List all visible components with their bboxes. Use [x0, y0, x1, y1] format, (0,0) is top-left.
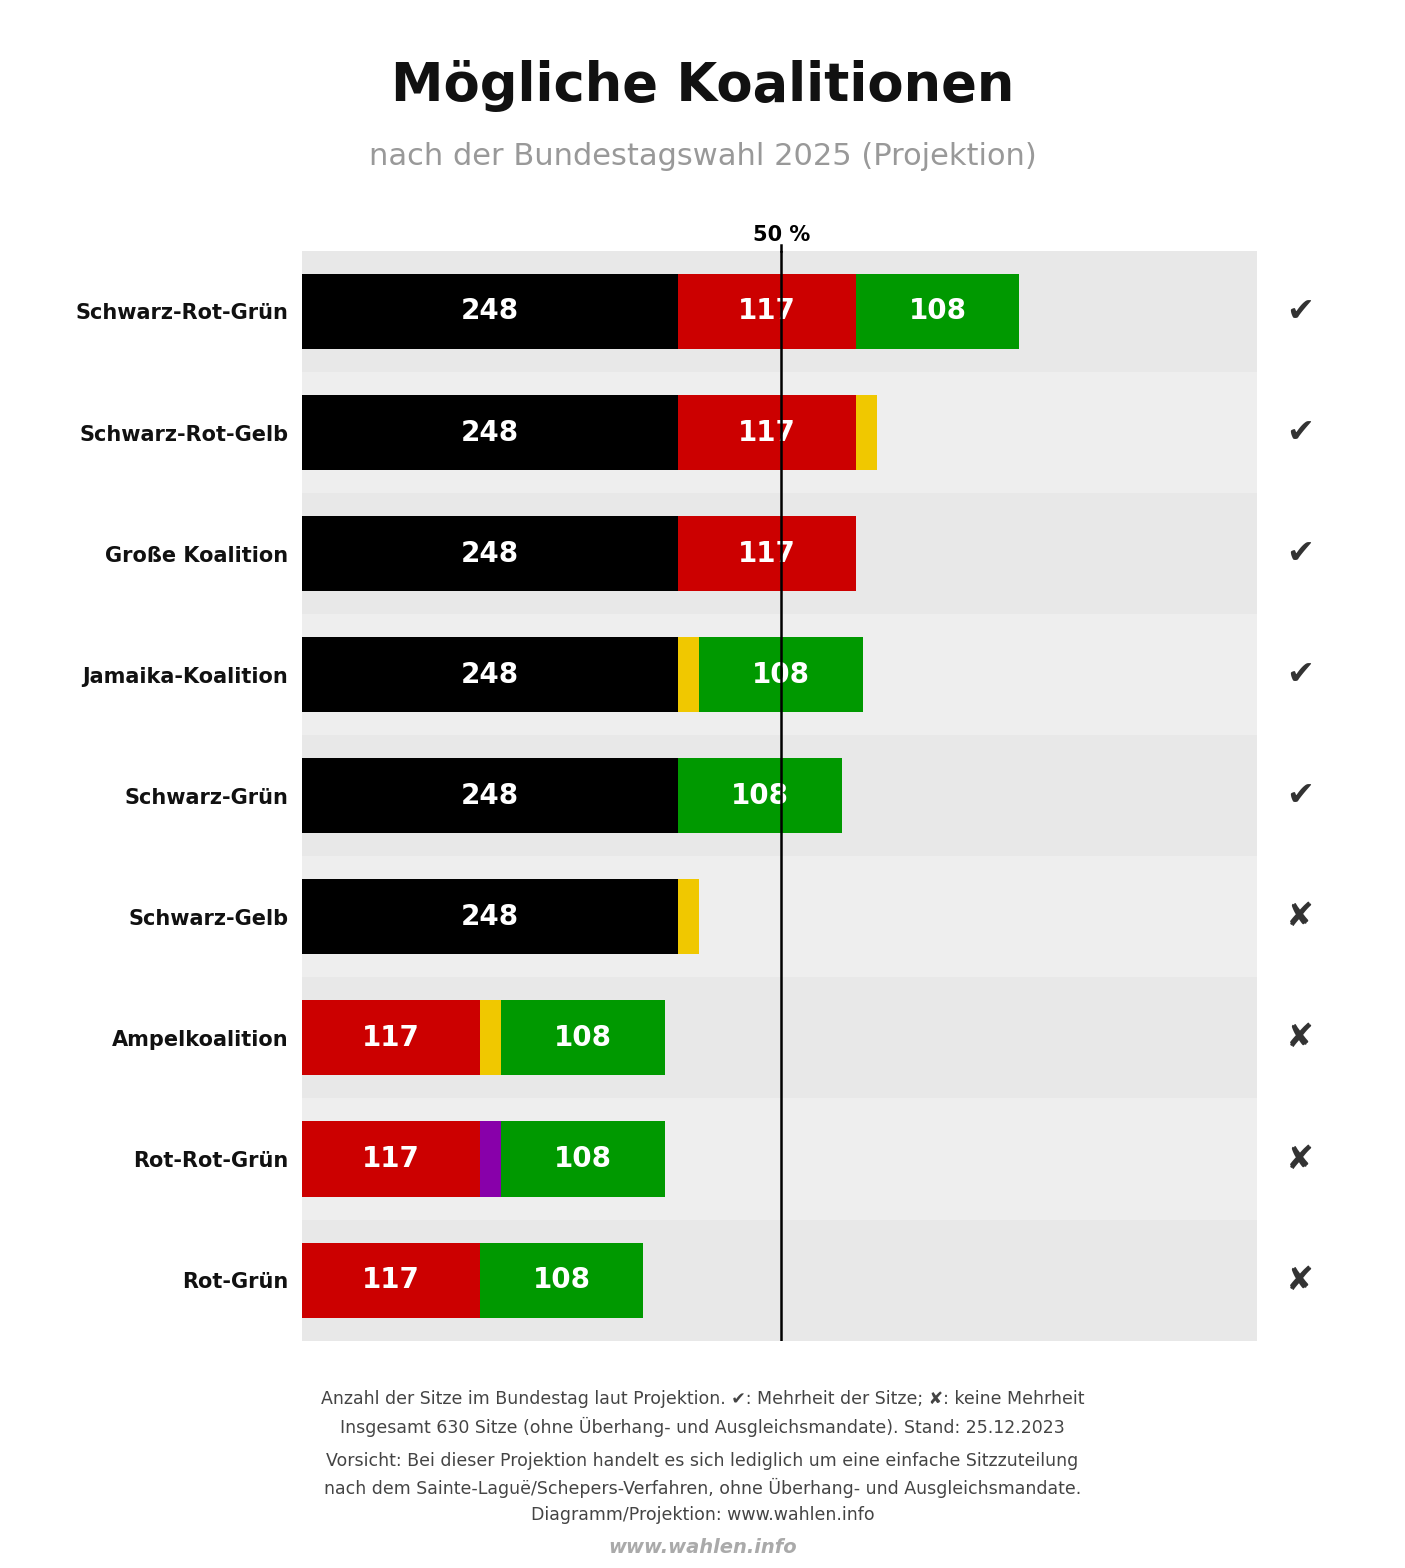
- Bar: [302, 1242, 479, 1317]
- Text: 108: 108: [554, 1024, 611, 1052]
- Text: 108: 108: [752, 660, 811, 688]
- Bar: [302, 372, 1257, 492]
- Bar: [302, 977, 1257, 1099]
- Text: 108: 108: [909, 298, 967, 326]
- Text: 248: 248: [461, 903, 520, 931]
- Bar: [302, 1000, 479, 1076]
- Bar: [302, 759, 679, 833]
- Bar: [302, 492, 1257, 615]
- Text: 248: 248: [461, 660, 520, 688]
- Text: Diagramm/Projektion: www.wahlen.info: Diagramm/Projektion: www.wahlen.info: [531, 1505, 874, 1524]
- Text: 117: 117: [738, 419, 795, 447]
- Text: 108: 108: [532, 1265, 590, 1294]
- Bar: [479, 1000, 500, 1076]
- Text: 50 %: 50 %: [753, 224, 809, 245]
- Bar: [302, 395, 679, 470]
- Text: 0: 0: [483, 1149, 497, 1170]
- Text: ✘: ✘: [1286, 900, 1314, 933]
- Bar: [679, 880, 700, 955]
- Bar: [302, 251, 1257, 372]
- Text: ✘: ✘: [1286, 1143, 1314, 1176]
- Text: 117: 117: [738, 298, 795, 326]
- Text: 248: 248: [461, 419, 520, 447]
- Text: 117: 117: [362, 1265, 420, 1294]
- Text: 117: 117: [738, 539, 795, 568]
- Text: 248: 248: [461, 782, 520, 809]
- Bar: [500, 1121, 665, 1196]
- Text: nach dem Sainte-Laguë/Schepers-Verfahren, ohne Überhang- und Ausgleichsmandate.: nach dem Sainte-Laguë/Schepers-Verfahren…: [325, 1479, 1080, 1497]
- Text: ✔: ✔: [1286, 538, 1314, 571]
- Bar: [302, 1220, 1257, 1341]
- Bar: [679, 516, 856, 591]
- Bar: [302, 516, 679, 591]
- Bar: [302, 274, 679, 350]
- Bar: [856, 274, 1020, 350]
- Text: 0: 0: [681, 665, 695, 685]
- Text: Mögliche Koalitionen: Mögliche Koalitionen: [391, 60, 1014, 113]
- Bar: [500, 1000, 665, 1076]
- Bar: [700, 637, 863, 712]
- Bar: [479, 1121, 500, 1196]
- Text: Insgesamt 630 Sitze (ohne Überhang- und Ausgleichsmandate). Stand: 25.12.2023: Insgesamt 630 Sitze (ohne Überhang- und …: [340, 1417, 1065, 1436]
- Text: ✘: ✘: [1286, 1021, 1314, 1054]
- Bar: [679, 395, 856, 470]
- Bar: [856, 395, 877, 470]
- Text: 0: 0: [858, 422, 874, 442]
- Text: 117: 117: [362, 1024, 420, 1052]
- Text: ✔: ✔: [1286, 416, 1314, 448]
- Text: 0: 0: [483, 1029, 497, 1047]
- Text: 0: 0: [681, 906, 695, 927]
- Bar: [302, 1099, 1257, 1220]
- Bar: [302, 1121, 479, 1196]
- Bar: [302, 880, 679, 955]
- Text: 108: 108: [554, 1145, 611, 1173]
- Text: 117: 117: [362, 1145, 420, 1173]
- Bar: [479, 1242, 643, 1317]
- Text: 108: 108: [731, 782, 790, 809]
- Text: Anzahl der Sitze im Bundestag laut Projektion. ✔: Mehrheit der Sitze; ✘: keine M: Anzahl der Sitze im Bundestag laut Proje…: [320, 1389, 1085, 1408]
- Text: ✔: ✔: [1286, 659, 1314, 691]
- Bar: [679, 759, 842, 833]
- Text: 248: 248: [461, 298, 520, 326]
- Bar: [679, 274, 856, 350]
- Text: www.wahlen.info: www.wahlen.info: [608, 1538, 797, 1557]
- Text: Vorsicht: Bei dieser Projektion handelt es sich lediglich um eine einfache Sitzz: Vorsicht: Bei dieser Projektion handelt …: [326, 1452, 1079, 1471]
- Bar: [302, 615, 1257, 735]
- Bar: [302, 856, 1257, 977]
- Text: ✘: ✘: [1286, 1264, 1314, 1297]
- Text: nach der Bundestagswahl 2025 (Projektion): nach der Bundestagswahl 2025 (Projektion…: [368, 143, 1037, 171]
- Bar: [302, 637, 679, 712]
- Bar: [679, 637, 700, 712]
- Text: ✔: ✔: [1286, 295, 1314, 328]
- Bar: [302, 735, 1257, 856]
- Text: ✔: ✔: [1286, 779, 1314, 812]
- Text: 248: 248: [461, 539, 520, 568]
